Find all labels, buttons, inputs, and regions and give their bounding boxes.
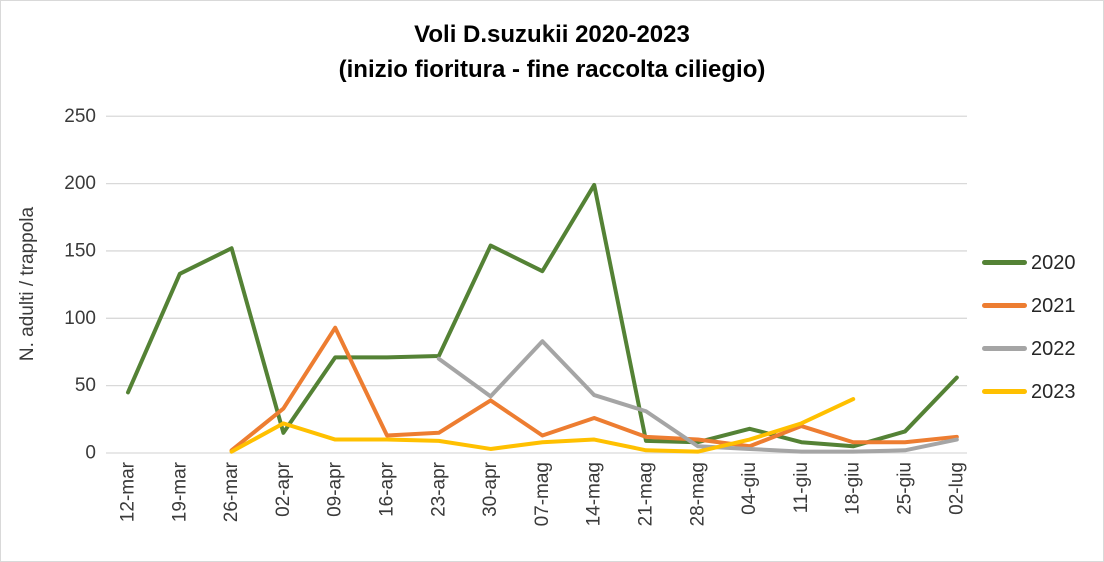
x-tick-label: 25-giu xyxy=(895,462,916,515)
x-tick-label: 09-apr xyxy=(325,461,346,517)
y-tick-label: 0 xyxy=(85,443,96,464)
x-tick-label: 28-mag xyxy=(687,462,708,526)
y-tick-label: 200 xyxy=(64,173,96,194)
x-tick-label: 02-apr xyxy=(273,461,294,517)
legend: 2020 2021 2022 2023 xyxy=(982,241,1076,413)
legend-item-2020: 2020 xyxy=(982,241,1076,284)
legend-item-2023: 2023 xyxy=(982,370,1076,413)
legend-swatch-2020 xyxy=(982,260,1027,265)
y-tick-label: 50 xyxy=(75,375,96,396)
x-tick-label: 02-lug xyxy=(946,462,967,515)
legend-item-2021: 2021 xyxy=(982,284,1076,327)
series-line-2020 xyxy=(126,182,959,449)
series-line-2022 xyxy=(436,339,959,454)
x-tick-label: 21-mag xyxy=(636,462,657,526)
series-line-2023 xyxy=(229,397,856,454)
y-tick-label: 100 xyxy=(64,308,96,329)
x-tick-label: 04-giu xyxy=(739,462,760,515)
x-tick-label: 23-apr xyxy=(428,461,449,517)
legend-item-2022: 2022 xyxy=(982,327,1076,370)
x-tick-label: 07-mag xyxy=(532,462,553,526)
legend-label: 2020 xyxy=(1031,251,1076,274)
x-tick-label: 16-apr xyxy=(377,461,398,517)
x-tick-label: 26-mar xyxy=(221,461,242,522)
legend-swatch-2023 xyxy=(982,389,1027,394)
legend-label: 2022 xyxy=(1031,337,1076,360)
legend-swatch-2021 xyxy=(982,303,1027,308)
chart-title: Voli D.suzukii 2020-2023 xyxy=(414,21,690,48)
y-axis-title: N. adulti / trappola xyxy=(17,206,38,362)
chart-subtitle: (inizio fioritura - fine raccolta cilieg… xyxy=(338,56,766,83)
legend-label: 2021 xyxy=(1031,294,1076,317)
y-tick-label: 250 xyxy=(64,106,96,127)
x-tick-label: 12-mar xyxy=(118,461,139,522)
legend-swatch-2022 xyxy=(982,346,1027,351)
chart-title-block: Voli D.suzukii 2020-2023 (inizio fioritu… xyxy=(1,17,1103,87)
x-tick-label: 30-apr xyxy=(480,461,501,517)
y-tick-label: 150 xyxy=(64,240,96,261)
x-tick-label: 14-mag xyxy=(584,462,605,526)
x-tick-label: 18-giu xyxy=(843,462,864,515)
x-tick-label: 19-mar xyxy=(169,461,190,522)
legend-label: 2023 xyxy=(1031,380,1076,403)
series-line-2021 xyxy=(229,325,959,453)
x-tick-label: 11-giu xyxy=(791,462,812,513)
